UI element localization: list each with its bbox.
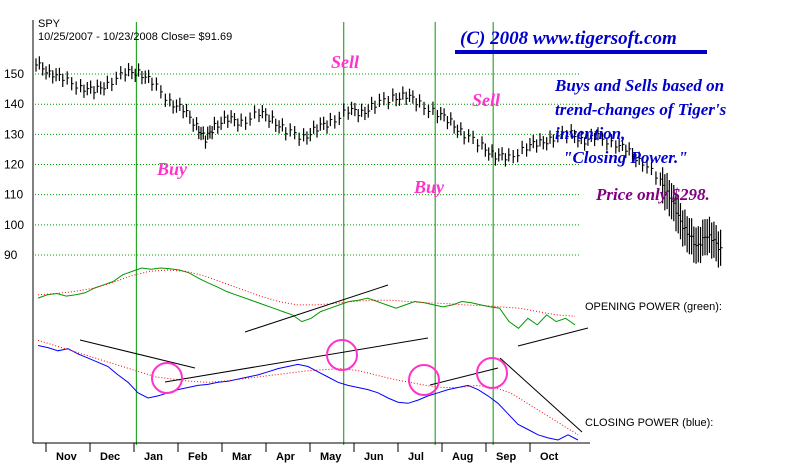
opening-trendline-2 <box>517 327 589 347</box>
x-tick-label: Feb <box>188 451 208 463</box>
x-tick-label: Jun <box>364 451 384 463</box>
y-tick-label: 90 <box>4 248 18 262</box>
closing-power-panel <box>37 337 583 441</box>
copyright-underline <box>455 50 707 54</box>
closing-trendline-2 <box>79 339 196 369</box>
signal-buy-jul: Buy <box>414 177 445 197</box>
y-tick-label: 130 <box>4 127 24 141</box>
blurb-line-4: "Closing Power." <box>563 148 688 167</box>
x-axis: Nov Dec Jan Feb Mar Apr May Jun Jul Aug Sep Oct <box>33 442 590 463</box>
opening-power-label: OPENING POWER (green): <box>585 301 722 313</box>
opening-power-panel <box>37 267 589 347</box>
closing-power-line <box>37 345 579 441</box>
y-tick-label: 100 <box>4 218 24 232</box>
price-note: Price only $298. <box>596 185 710 204</box>
closing-power-ma <box>37 339 579 436</box>
y-tick-label: 140 <box>4 97 24 111</box>
x-tick-label: Nov <box>56 451 78 463</box>
closing-trendline-4 <box>499 357 583 433</box>
opening-trendline-1 <box>244 284 389 333</box>
closing-trendline-1 <box>164 337 429 383</box>
blurb-line-2: trend-changes of Tiger's <box>555 100 727 119</box>
blurb-line-3: invention, <box>555 124 626 143</box>
price-gridlines <box>35 73 580 256</box>
y-axis-ticks: 90 100 110 120 130 140 150 <box>4 20 34 443</box>
x-tick-label: Dec <box>100 451 120 463</box>
closing-trendline-3 <box>429 367 499 386</box>
copyright-link[interactable]: (C) 2008 www.tigersoft.com <box>460 28 677 49</box>
signal-circle <box>408 364 440 396</box>
signal-circle <box>476 357 508 389</box>
signal-lines <box>135 22 494 445</box>
signal-sell-aug: Sell <box>472 90 501 110</box>
signal-circle <box>326 339 358 371</box>
x-tick-label: Aug <box>452 451 473 463</box>
date-range-close: 10/25/2007 - 10/23/2008 Close= $91.69 <box>38 31 233 43</box>
signal-sell-may: Sell <box>331 52 360 72</box>
y-tick-label: 120 <box>4 158 24 172</box>
x-tick-label: Apr <box>276 451 296 463</box>
ticker-label: SPY <box>38 18 61 30</box>
closing-power-label: CLOSING POWER (blue): <box>585 417 714 429</box>
signal-circle <box>151 362 183 394</box>
opening-power-line <box>37 267 576 329</box>
x-tick-label: Jul <box>408 451 424 463</box>
y-tick-label: 150 <box>4 67 24 81</box>
x-tick-label: Mar <box>232 451 252 463</box>
x-tick-label: Jan <box>144 451 163 463</box>
y-tick-label: 110 <box>4 188 23 202</box>
price-bars <box>35 56 723 268</box>
opening-power-ma <box>37 269 576 317</box>
x-tick-label: Sep <box>496 451 516 463</box>
signal-buy-jan: Buy <box>157 159 188 179</box>
blurb-line-1: Buys and Sells based on <box>555 76 725 95</box>
x-tick-label: May <box>320 451 342 463</box>
x-tick-label: Oct <box>540 451 559 463</box>
